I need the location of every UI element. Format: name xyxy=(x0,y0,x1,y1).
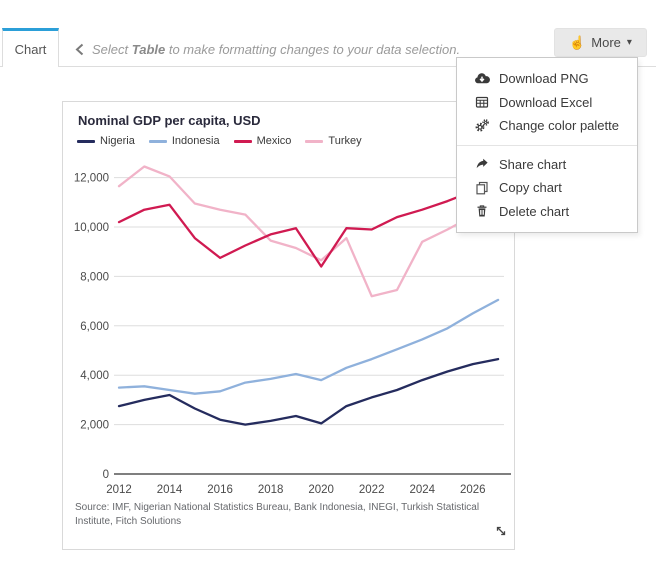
menu-item-label: Share chart xyxy=(499,156,567,172)
menu-item-delete-chart[interactable]: Delete chart xyxy=(457,200,637,224)
svg-text:2,000: 2,000 xyxy=(80,420,109,432)
legend-swatch xyxy=(148,139,167,143)
legend-item-turkey[interactable]: Turkey xyxy=(305,135,362,147)
resize-handle-icon[interactable] xyxy=(495,525,507,537)
legend-label: Nigeria xyxy=(100,135,135,147)
hand-pointer-icon: ☝ xyxy=(569,35,586,50)
table-icon xyxy=(475,97,489,108)
more-button-label: More xyxy=(591,35,621,50)
menu-item-label: Download PNG xyxy=(499,71,589,87)
tab-chart-label: Chart xyxy=(14,41,47,57)
gears-icon xyxy=(475,118,489,132)
formatting-hint: Select Table to make formatting changes … xyxy=(75,39,460,59)
legend-item-indonesia[interactable]: Indonesia xyxy=(148,135,220,147)
svg-text:2026: 2026 xyxy=(460,484,486,496)
menu-item-download-png[interactable]: Download PNG xyxy=(457,67,637,91)
chevron-left-icon xyxy=(75,43,84,55)
svg-text:2018: 2018 xyxy=(258,484,284,496)
hint-text: Select Table to make formatting changes … xyxy=(92,41,461,57)
caret-down-icon: ▾ xyxy=(626,36,632,48)
legend-item-nigeria[interactable]: Nigeria xyxy=(77,135,135,147)
svg-text:2014: 2014 xyxy=(157,484,183,496)
legend-swatch xyxy=(233,139,252,143)
menu-item-share-chart[interactable]: Share chart xyxy=(457,153,637,177)
legend-item-mexico[interactable]: Mexico xyxy=(233,135,292,147)
legend-label: Turkey xyxy=(328,135,362,147)
svg-text:2012: 2012 xyxy=(106,484,132,496)
svg-text:10,000: 10,000 xyxy=(74,222,109,234)
svg-text:0: 0 xyxy=(103,469,109,481)
chart-plot: 0 2,000 4,000 6,000 8,000 10,000 12,000 2012 201… xyxy=(74,165,511,496)
hint-table-word: Table xyxy=(131,41,166,57)
tabbar-divider xyxy=(0,66,656,67)
svg-text:8,000: 8,000 xyxy=(80,271,109,283)
menu-divider xyxy=(457,144,637,146)
menu-item-label: Copy chart xyxy=(499,180,562,196)
menu-item-label: Change color palette xyxy=(499,118,619,134)
trash-icon xyxy=(477,205,487,217)
svg-text:6,000: 6,000 xyxy=(80,321,109,333)
more-button[interactable]: ☝ More ▾ xyxy=(554,28,647,57)
chart-source: Source: IMF, Nigerian National Statistic… xyxy=(75,502,480,527)
svg-text:2020: 2020 xyxy=(308,484,334,496)
legend-label: Mexico xyxy=(256,135,292,147)
tab-chart[interactable]: Chart xyxy=(2,28,59,67)
cloud-download-icon xyxy=(475,72,490,84)
menu-item-download-excel[interactable]: Download Excel xyxy=(457,91,637,115)
menu-item-label: Delete chart xyxy=(499,203,570,219)
chart-card: 0 2,000 4,000 6,000 8,000 10,000 12,000 2012 201… xyxy=(62,101,515,550)
more-dropdown-menu: Download PNG Download Excel Change color… xyxy=(456,57,638,233)
legend-swatch xyxy=(77,139,95,143)
copy-icon xyxy=(476,181,488,195)
legend-swatch xyxy=(305,139,324,143)
svg-text:2022: 2022 xyxy=(359,484,385,496)
svg-text:2024: 2024 xyxy=(409,484,435,496)
svg-text:2016: 2016 xyxy=(207,484,233,496)
chart-title: Nominal GDP per capita, USD xyxy=(78,113,261,128)
svg-text:4,000: 4,000 xyxy=(80,370,109,382)
legend-label: Indonesia xyxy=(171,135,220,147)
menu-item-change-color-palette[interactable]: Change color palette xyxy=(457,114,637,138)
menu-item-copy-chart[interactable]: Copy chart xyxy=(457,176,637,200)
svg-text:12,000: 12,000 xyxy=(74,173,109,185)
chart-legend: Nigeria Indonesia Mexico Turkey xyxy=(77,135,362,147)
share-icon xyxy=(476,159,488,169)
menu-item-label: Download Excel xyxy=(499,94,593,110)
